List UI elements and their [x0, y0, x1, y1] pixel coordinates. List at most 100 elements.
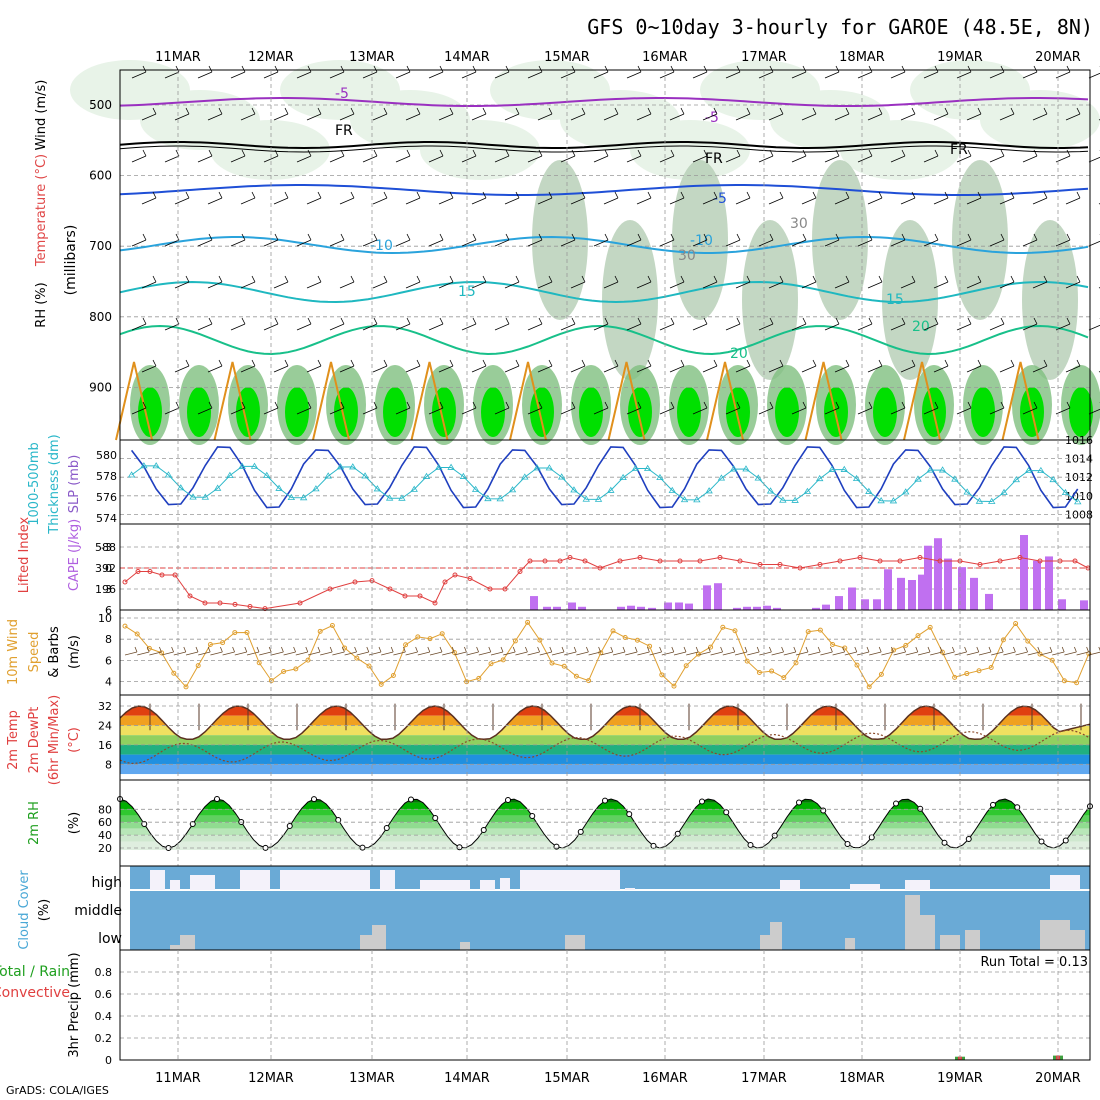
- wind-barb: [263, 317, 279, 331]
- cape-bar: [733, 607, 741, 610]
- wind-speed-point: [281, 669, 287, 675]
- precip-panel: 0.8 0.6 0.4 0.2 0 Run Total = 0.13 3hr Precip …: [0, 949, 1091, 1067]
- wind-barb: [461, 401, 477, 415]
- cloud-high-segment: [280, 870, 360, 890]
- wind-barb: [395, 65, 411, 79]
- rh2m-point: [553, 843, 560, 850]
- date-bottom-label: 14MAR: [444, 1071, 490, 1086]
- wind-barb: [890, 65, 906, 79]
- temp-ytick: 8: [105, 758, 112, 771]
- wind-speed-point: [134, 631, 140, 637]
- rh2m-point: [699, 798, 705, 805]
- wind10-barb: [356, 646, 370, 656]
- wind-barb: [230, 65, 246, 79]
- wind-speed-point: [293, 666, 299, 672]
- wind10-barb: [234, 646, 248, 656]
- cape-bar: [773, 607, 781, 610]
- wind-barb: [636, 107, 652, 121]
- thickness-point: [521, 473, 529, 480]
- wind-barb: [867, 191, 883, 205]
- wind-barb: [1065, 359, 1081, 373]
- cape-bar: [835, 596, 843, 610]
- rh2m-point: [820, 807, 827, 814]
- wind-barb: [867, 107, 883, 121]
- pressure-label-slp: SLP (mb): [67, 455, 82, 514]
- wind-barb: [900, 359, 916, 373]
- wind10-barb: [405, 646, 418, 656]
- li-point: [327, 586, 333, 592]
- wind-barb: [131, 401, 147, 415]
- li-point: [637, 555, 643, 560]
- wind-barb: [768, 191, 784, 205]
- wind-barb: [758, 317, 774, 331]
- wind10-barb: [844, 646, 858, 656]
- date-top-label: 14MAR: [444, 50, 490, 65]
- wind-barb: [197, 65, 213, 79]
- cloud-high-segment: [520, 870, 620, 890]
- wind-speed-point: [1013, 621, 1019, 627]
- wind-speed-point: [561, 663, 567, 669]
- wind10-barb: [698, 646, 711, 656]
- wind-barb: [758, 65, 774, 79]
- temp-band: [120, 725, 1090, 736]
- wind-barb: [735, 275, 751, 289]
- slp-ytick: 1010: [1065, 490, 1093, 503]
- cape-bar: [743, 606, 751, 610]
- wind-barb: [329, 401, 345, 415]
- li-ytick: -3: [101, 541, 112, 554]
- wind-barb: [240, 275, 256, 289]
- li-ytick: 3: [105, 583, 112, 596]
- wind-barb: [834, 359, 850, 373]
- thickness-point: [349, 463, 357, 470]
- contour-label: -5: [705, 110, 719, 126]
- wind-barb: [537, 275, 553, 289]
- rh2m-point: [529, 813, 536, 820]
- wind-barb: [537, 107, 553, 121]
- wind-speed-point: [171, 670, 177, 676]
- wind10-barb: [124, 646, 138, 656]
- wind10-barb: [210, 646, 223, 656]
- date-bottom-label: 16MAR: [642, 1071, 688, 1086]
- thickness-point: [263, 471, 271, 478]
- rh-shade-light: [420, 120, 540, 180]
- wind10-barb: [710, 646, 723, 656]
- rh2m-point: [844, 840, 851, 847]
- wind-speed-point: [952, 674, 958, 680]
- wind-barb: [471, 191, 487, 205]
- wind-barb: [933, 191, 949, 205]
- thickness-point: [1000, 488, 1008, 495]
- wind10-barb: [185, 646, 199, 656]
- temp-ytick: 24: [98, 719, 112, 732]
- thickness-point: [643, 464, 652, 471]
- wind-speed-point: [220, 640, 226, 646]
- wind-barb: [999, 359, 1015, 373]
- wind-barb: [603, 275, 619, 289]
- contour-label: FR: [705, 151, 723, 167]
- wind-barb: [791, 149, 807, 163]
- thickness-point: [447, 463, 455, 470]
- temp-label-d: (°C): [67, 727, 82, 753]
- cape-bar: [884, 569, 892, 610]
- rh-label-b: (%): [67, 812, 82, 835]
- wind10-barb: [222, 646, 235, 656]
- wind-barb: [164, 149, 180, 163]
- wind-speed-point: [756, 670, 762, 676]
- wind-speed-point: [476, 675, 482, 681]
- wind-barb: [659, 317, 675, 331]
- wind-barb: [273, 191, 289, 205]
- thickness-point: [779, 496, 787, 503]
- wind-barb: [593, 65, 609, 79]
- cloud-low-segment: [920, 915, 935, 950]
- precip-label-a: Total / Rain: [0, 964, 70, 980]
- rh-shade-bright: [138, 387, 162, 437]
- cape-bar: [568, 602, 576, 610]
- wind-speed-point: [854, 662, 860, 668]
- wind-barb: [362, 317, 378, 331]
- precip-ytick: 0: [105, 1054, 112, 1067]
- wind-barb: [1088, 234, 1100, 247]
- li-point: [697, 558, 703, 564]
- li-point: [817, 562, 823, 567]
- date-top-label: 11MAR: [155, 50, 201, 65]
- upper-ytick: 600: [89, 169, 112, 183]
- wind-barb: [801, 275, 817, 289]
